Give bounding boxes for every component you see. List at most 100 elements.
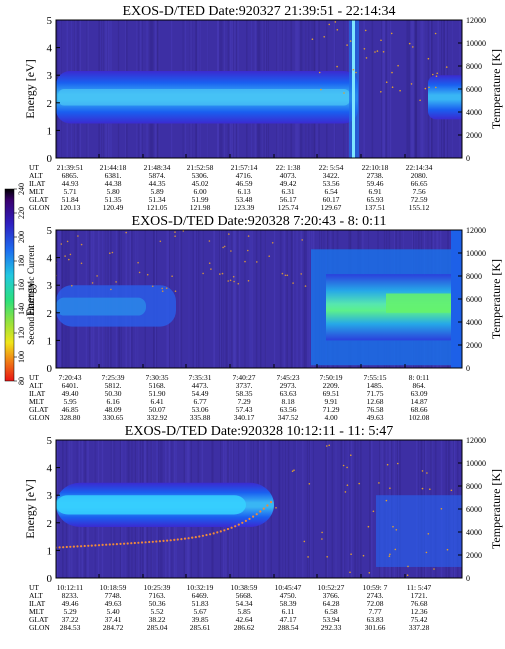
trace-point	[226, 527, 230, 531]
noise-point	[328, 23, 331, 26]
trace-point	[155, 540, 158, 543]
noise-point	[109, 252, 111, 254]
noise-point	[137, 261, 139, 264]
table-cell: 5168.	[149, 381, 166, 390]
table-cell: 337.28	[409, 623, 430, 632]
noise-point	[421, 470, 424, 472]
intense-edge	[451, 230, 462, 368]
table-cell: 39.85	[192, 615, 209, 624]
table-cell: 75.42	[411, 615, 428, 624]
y2-tick-label: 0	[466, 154, 470, 163]
table-cell: 37.22	[62, 615, 79, 624]
texture-streak	[251, 230, 253, 368]
table-cell: 125.74	[278, 203, 299, 212]
noise-point	[358, 482, 361, 485]
plot-area	[56, 440, 462, 578]
table-cell: 48.09	[105, 405, 122, 414]
noise-point	[419, 99, 421, 102]
y2-tick-label: 0	[466, 364, 470, 373]
noise-point	[69, 253, 72, 256]
table-cell: 10:18:59	[100, 583, 127, 592]
table-cell: 6.16	[106, 397, 119, 406]
table-cell: 65.93	[367, 195, 384, 204]
texture-streak	[260, 230, 262, 368]
table-cell: 8: 0:11	[409, 373, 430, 382]
trace-point	[65, 545, 68, 549]
table-cell: 12.68	[367, 397, 384, 406]
intense-region-peak	[386, 293, 462, 313]
noise-point	[446, 548, 449, 551]
texture-streak	[331, 440, 334, 578]
table-row-label: UT	[29, 163, 39, 172]
chart-title: EXOS-D/TED Date:920327 21:39:51 - 22:14:…	[123, 4, 396, 19]
colorbar-tick-label: 180	[17, 255, 26, 267]
plasma-band-core	[58, 89, 350, 106]
noise-point	[426, 472, 428, 474]
table-cell: 7:35:31	[189, 373, 212, 382]
texture-streak	[385, 20, 388, 158]
y-tick-label: 3	[47, 70, 53, 82]
table-row-label: ALT	[29, 381, 43, 390]
noise-point	[80, 262, 83, 265]
noise-point	[293, 469, 295, 472]
texture-streak	[406, 20, 408, 158]
plasma-band-core	[56, 495, 246, 515]
colorbar-tick-label: 200	[17, 231, 26, 243]
texture-streak	[423, 20, 425, 158]
table-cell: 6865.	[62, 171, 79, 180]
texture-streak	[292, 230, 294, 368]
colorbar-tick-label: 140	[17, 303, 26, 315]
y2-axis-label: Temperature [K]	[489, 49, 503, 129]
table-cell: 2973.	[280, 381, 297, 390]
table-cell: 64.28	[323, 599, 340, 608]
table-cell: 22: 5:54	[319, 163, 344, 172]
trace-point	[126, 542, 129, 545]
table-cell: 68.66	[411, 405, 428, 414]
noise-point	[311, 38, 314, 40]
table-cell: 301.66	[365, 623, 386, 632]
y-tick-label: 1	[47, 545, 53, 557]
table-cell: 137.51	[365, 203, 386, 212]
table-cell: 7.29	[237, 397, 250, 406]
table-cell: 5874.	[149, 171, 166, 180]
texture-streak	[387, 20, 389, 158]
noise-point	[174, 290, 177, 293]
texture-streak	[285, 440, 286, 578]
noise-point	[346, 484, 349, 487]
noise-point	[208, 240, 211, 242]
noise-point	[427, 57, 430, 60]
table-row-label: UT	[29, 583, 39, 592]
table-cell: 21:39:51	[57, 163, 84, 172]
table-cell: 6.31	[281, 187, 294, 196]
trace-point	[108, 543, 111, 546]
table-cell: 6.11	[282, 607, 295, 616]
trace-point	[151, 540, 154, 543]
noise-point	[399, 89, 401, 92]
y2-tick-label: 4000	[466, 108, 482, 117]
noise-point	[68, 258, 70, 261]
noise-point	[303, 540, 306, 543]
trace-point	[230, 526, 233, 529]
table-cell: 120.13	[60, 203, 81, 212]
trace-point	[244, 519, 247, 523]
table-cell: 123.39	[234, 203, 255, 212]
table-cell: 3737.	[236, 381, 253, 390]
noise-point	[349, 571, 351, 574]
plot-area	[56, 230, 462, 368]
trace-point	[169, 539, 172, 542]
table-cell: 10:38:59	[231, 583, 258, 592]
texture-streak	[344, 440, 346, 578]
noise-point	[323, 36, 326, 38]
table-cell: 328.80	[60, 413, 81, 422]
texture-streak	[188, 230, 190, 368]
trace-point	[201, 534, 204, 537]
table-row-label: GLAT	[29, 405, 49, 414]
y2-axis-label: Temperature [K]	[489, 469, 503, 549]
y-tick-label: 4	[47, 253, 53, 265]
table-cell: 7:30:35	[146, 373, 169, 382]
table-cell: 72.59	[411, 195, 428, 204]
texture-streak	[363, 20, 365, 158]
noise-point	[247, 280, 250, 282]
table-cell: 53.06	[192, 405, 209, 414]
noise-point	[389, 553, 391, 556]
